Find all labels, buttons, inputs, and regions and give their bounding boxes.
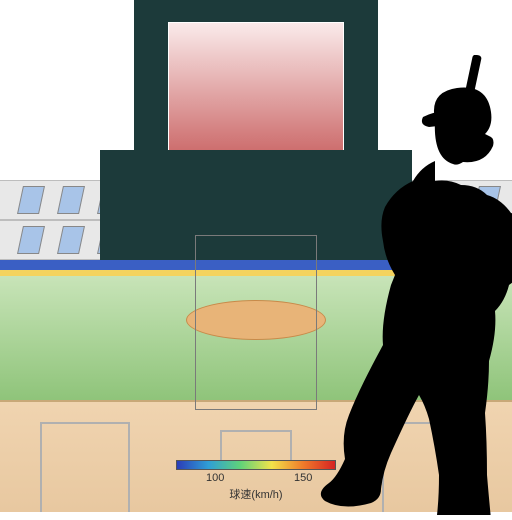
batter-box-line — [128, 422, 130, 512]
pitch-chart-scene: 100150 球速(km/h) — [0, 0, 512, 512]
batter-box-line — [220, 430, 292, 432]
batter-box-line — [40, 422, 42, 512]
legend-tick: 100 — [206, 472, 224, 484]
batter-silhouette — [285, 55, 512, 515]
batter-box-line — [40, 422, 130, 424]
